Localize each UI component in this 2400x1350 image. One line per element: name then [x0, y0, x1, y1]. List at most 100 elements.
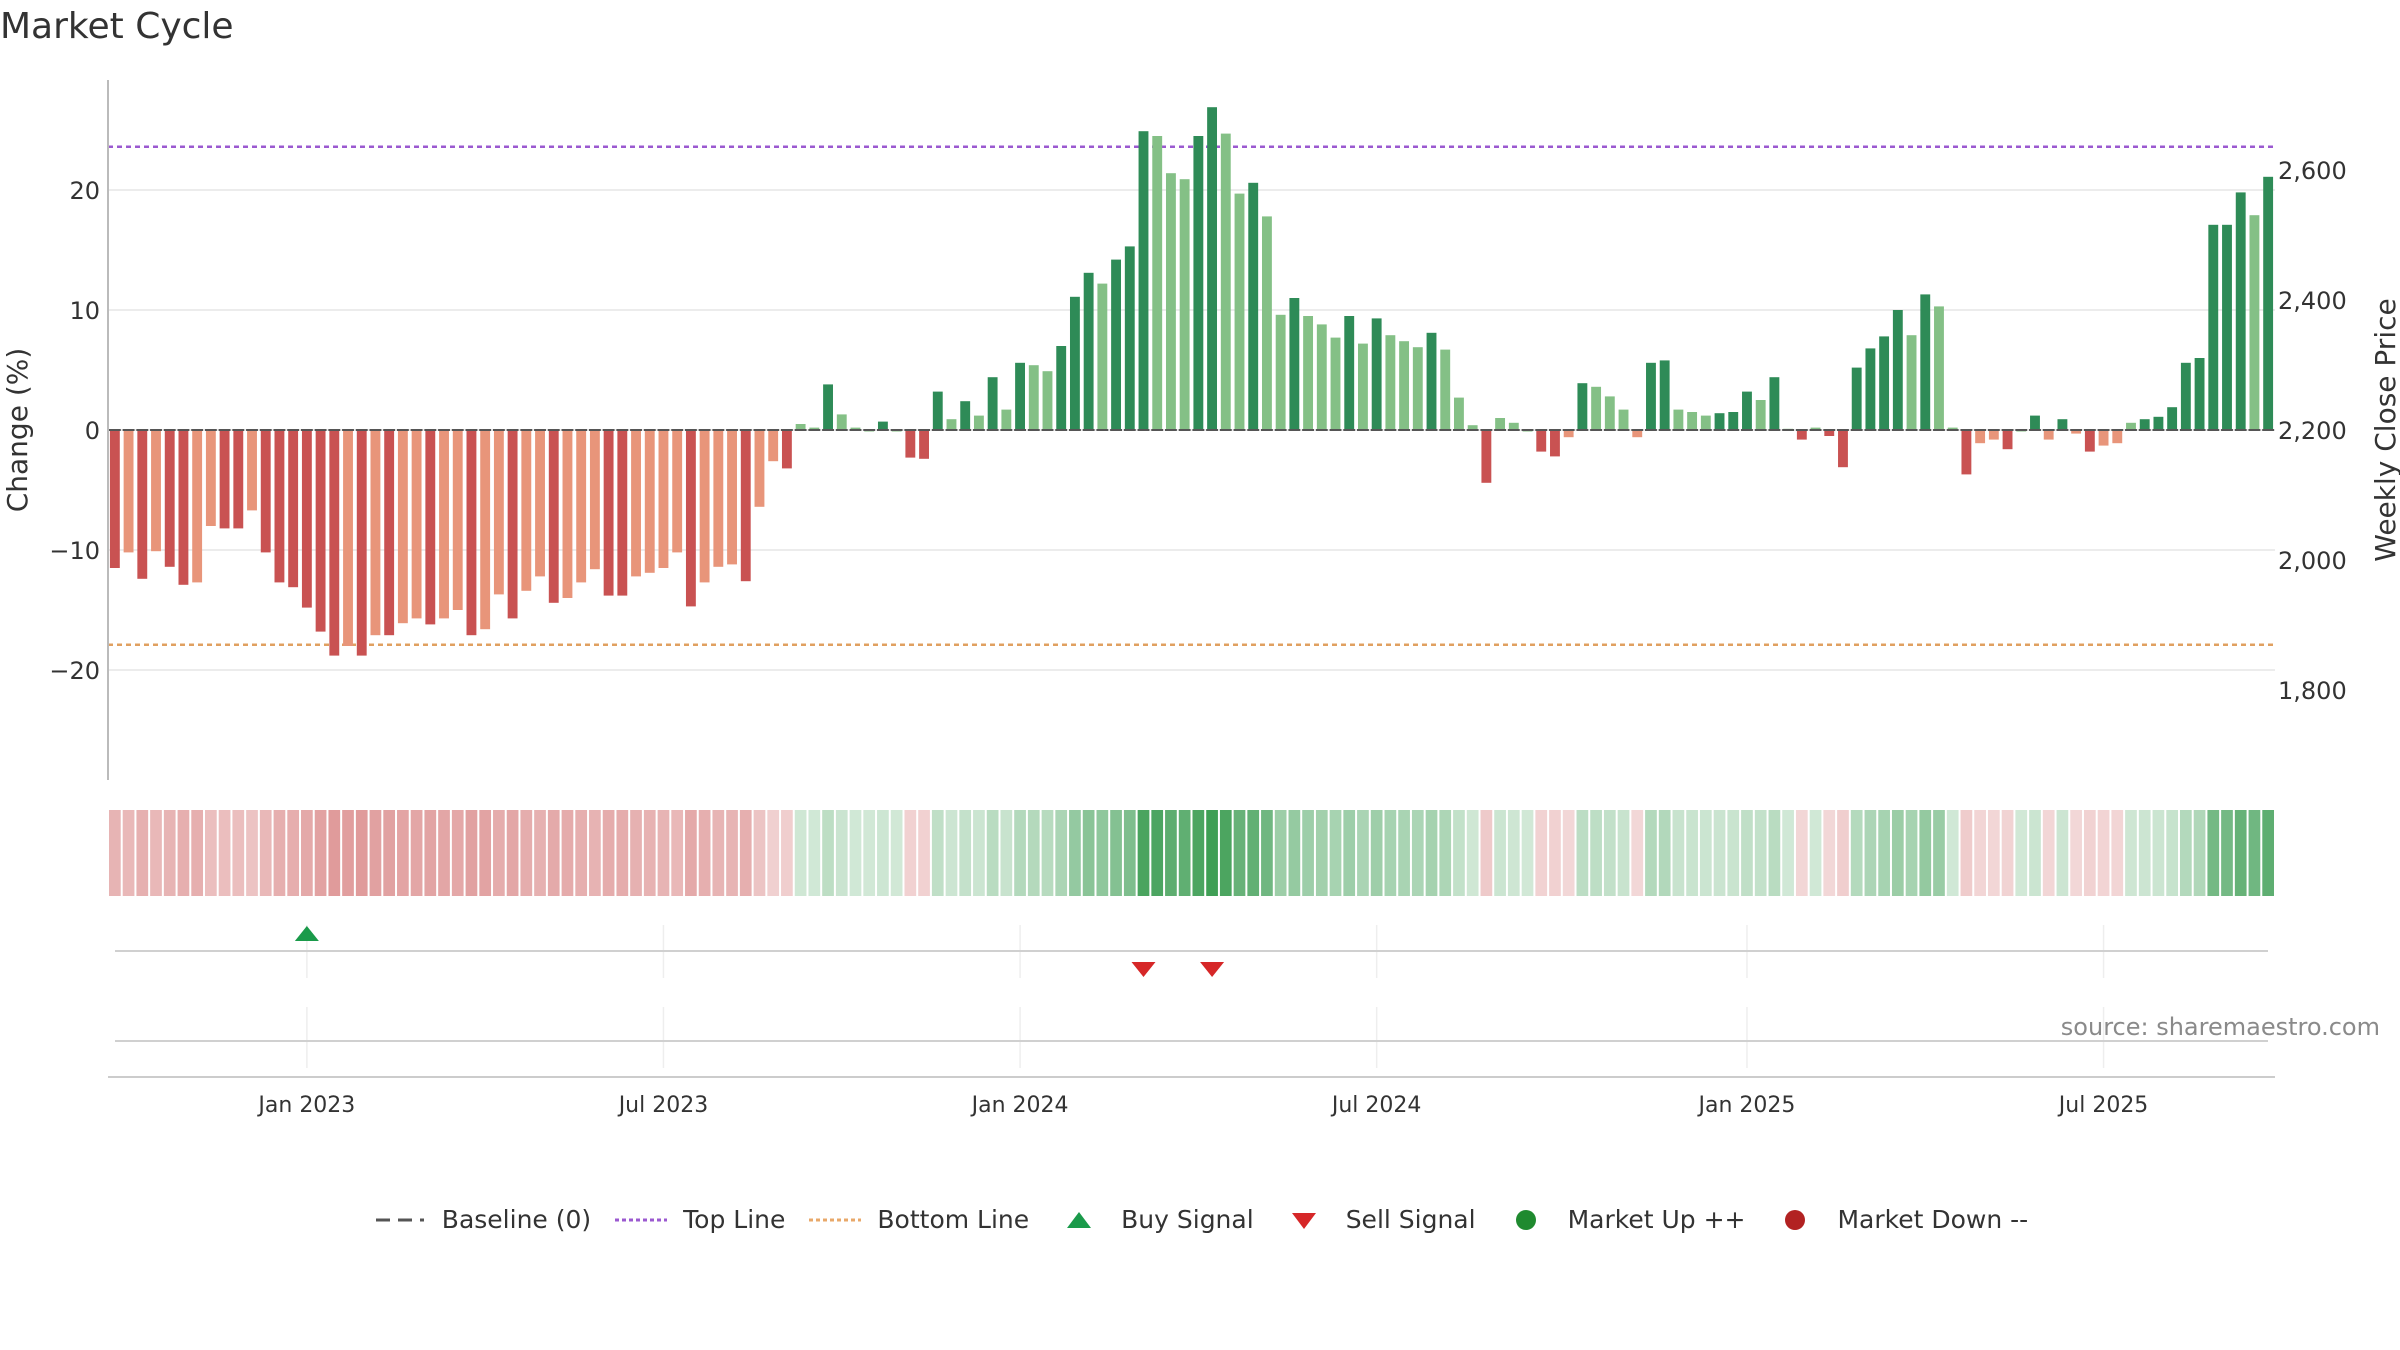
heat-cell	[973, 810, 985, 896]
heat-cell	[1096, 810, 1109, 896]
heat-cell	[767, 810, 780, 896]
x-tick-label: Jan 2025	[1697, 1093, 1796, 1118]
change-bar	[1248, 182, 1259, 430]
heat-cell	[2070, 810, 2082, 896]
change-bar	[1179, 179, 1190, 430]
heat-cell	[493, 810, 505, 896]
y2-tick-label: 2,200	[2278, 417, 2347, 445]
y2-axis-title: Weekly Close Price	[2369, 298, 2400, 561]
heat-cell	[643, 810, 656, 896]
heat-cell	[931, 810, 944, 896]
heat-cell	[1795, 810, 1808, 896]
heat-cell	[1370, 810, 1383, 896]
heat-cell	[2152, 810, 2165, 896]
heat-cell	[1603, 810, 1616, 896]
legend-item: Sell Signal	[1276, 1205, 1476, 1234]
heat-cell	[1302, 810, 1314, 896]
legend-item: Top Line	[613, 1205, 785, 1234]
heat-cell	[520, 810, 533, 896]
heat-cell	[1741, 810, 1753, 896]
heat-cell	[1549, 810, 1561, 896]
change-bar	[1673, 409, 1684, 430]
heat-cell	[1453, 810, 1465, 896]
heat-cell	[753, 810, 766, 896]
change-bar	[1632, 430, 1643, 438]
heat-cell	[1123, 810, 1136, 896]
heat-cell	[1041, 810, 1054, 896]
change-bar	[1042, 371, 1053, 430]
legend-label: Sell Signal	[1345, 1205, 1476, 1234]
change-bar	[809, 427, 820, 430]
heat-cell	[1562, 810, 1575, 896]
heat-cell	[1192, 810, 1205, 896]
heat-cell	[1069, 810, 1081, 896]
heat-cell	[547, 810, 560, 896]
heat-cell	[1713, 810, 1726, 896]
change-bar	[1508, 422, 1519, 430]
chart-title: Market Cycle	[0, 6, 234, 47]
change-bar	[713, 430, 724, 567]
y-tick-label: −20	[49, 657, 100, 685]
triangle-up-icon	[1067, 1211, 1092, 1228]
heat-cell	[1247, 810, 1260, 896]
change-bar	[1536, 430, 1547, 452]
change-bar	[1358, 343, 1368, 430]
heat-cell	[2083, 810, 2096, 896]
heat-cell	[438, 810, 450, 896]
heat-cell	[163, 810, 176, 896]
heat-cell	[1878, 810, 1890, 896]
change-bar	[1769, 377, 1780, 430]
heat-cell	[136, 810, 149, 896]
change-bar	[370, 430, 381, 636]
change-bar	[1467, 425, 1478, 430]
change-bar	[288, 430, 299, 588]
change-bar	[1069, 296, 1080, 430]
heat-cell	[150, 810, 162, 896]
change-bar	[1152, 136, 1163, 430]
heat-cell	[2042, 810, 2055, 896]
heat-cell	[1919, 810, 1932, 896]
change-bar	[1275, 314, 1286, 430]
change-bar	[493, 430, 504, 595]
change-bar	[1261, 216, 1272, 430]
heat-cell	[1905, 810, 1918, 896]
heat-cell	[1590, 810, 1602, 896]
heat-cell	[1055, 810, 1068, 896]
change-bar	[521, 430, 532, 591]
heat-cell	[1425, 810, 1438, 896]
heat-cell	[849, 810, 862, 896]
change-bar	[260, 430, 271, 553]
heat-cell	[808, 810, 821, 896]
change-bar	[727, 430, 737, 565]
change-bar	[932, 391, 943, 430]
change-bar	[164, 430, 175, 567]
change-bar	[2084, 430, 2095, 452]
heat-cell	[369, 810, 382, 896]
heat-cell	[1645, 810, 1657, 896]
heat-cell	[1233, 810, 1246, 896]
heat-cell	[890, 810, 903, 896]
change-bar	[754, 430, 765, 507]
heat-cell	[2179, 810, 2192, 896]
change-bar	[823, 384, 833, 430]
change-bar	[1975, 430, 1986, 444]
change-bar	[562, 430, 573, 598]
change-bar	[2057, 419, 2068, 430]
heat-cell	[1261, 810, 1273, 896]
source-note: source: sharemaestro.com	[2060, 1013, 2380, 1041]
heat-cell	[1521, 810, 1534, 896]
heat-cell	[1027, 810, 1040, 896]
legend-item: Baseline (0)	[372, 1205, 591, 1234]
heat-cell	[739, 810, 752, 896]
heat-cell	[1782, 810, 1794, 896]
dash-line-icon	[375, 1218, 424, 1221]
heat-cell	[1754, 810, 1767, 896]
heat-cell	[2193, 810, 2206, 896]
change-bar	[987, 377, 998, 430]
change-bar	[685, 430, 696, 607]
change-bar	[2222, 224, 2232, 430]
x-tick-label: Jul 2023	[617, 1093, 709, 1118]
heat-cell	[822, 810, 834, 896]
heat-cell	[918, 810, 930, 896]
change-bar	[507, 430, 518, 619]
